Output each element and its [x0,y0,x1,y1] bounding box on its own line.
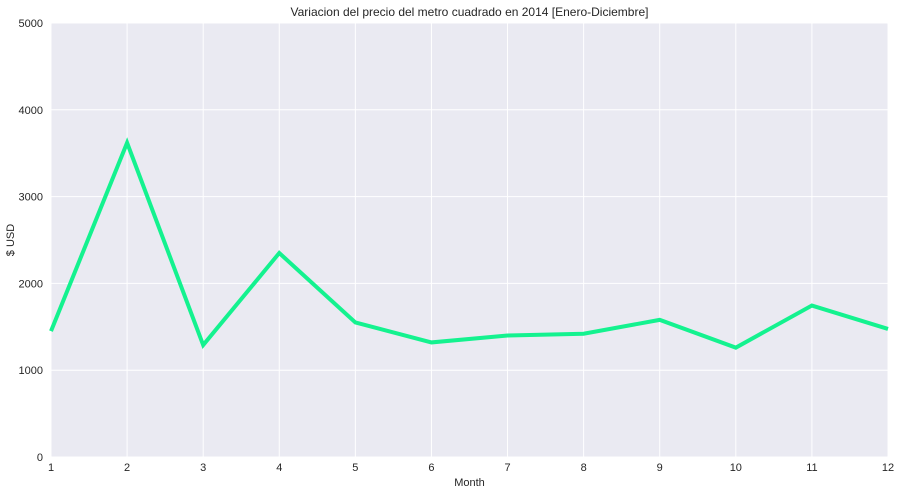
y-tick-label: 1000 [19,365,43,377]
y-tick-label: 0 [37,452,43,464]
data-point [127,142,128,143]
chart-title: Variacion del precio del metro cuadrado … [291,5,649,19]
x-tick-label: 11 [806,462,817,474]
x-tick-label: 12 [882,462,894,474]
x-tick-label: 3 [200,462,206,474]
y-axis-label: $ USD [5,224,17,256]
data-point [811,305,812,306]
y-tick-label: 4000 [19,105,43,117]
data-point [431,342,432,343]
data-point [507,335,508,336]
x-tick-label: 9 [657,462,663,474]
data-point [203,345,204,346]
data-point [735,347,736,348]
data-point [888,328,889,329]
data-point [583,333,584,334]
x-tick-label: 7 [504,462,510,474]
x-tick-label: 4 [276,462,282,474]
grid-lines [50,22,889,458]
x-tick-label: 1 [48,462,54,474]
plot-area [51,23,888,457]
y-tick-label: 5000 [19,18,43,30]
data-point [659,319,660,320]
x-tick-label: 6 [428,462,434,474]
x-axis-ticks: 1 2 3 4 5 6 7 8 9 10 11 12 [48,462,894,474]
data-point [279,253,280,254]
x-tick-label: 2 [124,462,130,474]
data-point [51,331,52,332]
y-tick-label: 2000 [19,278,43,290]
x-axis-label: Month [454,477,485,489]
x-tick-label: 8 [581,462,587,474]
y-axis-ticks: 0 1000 2000 3000 4000 5000 [19,18,43,464]
x-tick-label: 5 [352,462,358,474]
x-tick-label: 10 [730,462,742,474]
y-tick-label: 3000 [19,192,43,204]
data-point [355,322,356,323]
series-line-0 [49,137,889,350]
series-group [49,137,889,350]
